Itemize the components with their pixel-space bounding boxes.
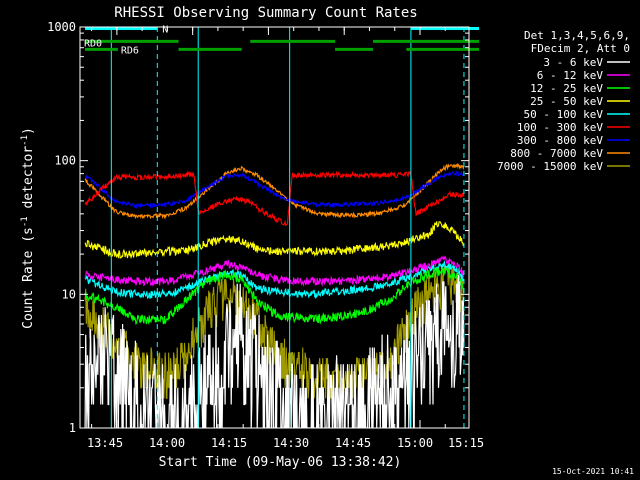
y-tick-label: 100 <box>54 154 76 168</box>
series-line-50-100-kev <box>84 260 465 300</box>
x-tick-label: 14:45 <box>335 436 371 450</box>
y-axis-label: Count Rate (s-1 detector-1) <box>20 127 36 329</box>
series-line-6-12-kev <box>84 255 465 287</box>
legend-label: 25 - 50 keV <box>530 95 603 108</box>
y-axis-label-exponent-2: -1 <box>20 135 30 146</box>
legend-label: 300 - 800 keV <box>517 134 603 147</box>
y-tick-label: 1000 <box>47 20 76 34</box>
series-layer <box>84 162 465 428</box>
x-tick-label: 14:15 <box>211 436 247 450</box>
legend-label: 3 - 6 keV <box>543 56 603 69</box>
footer-timestamp: 15-Oct-2021 10:41 <box>552 467 634 476</box>
legend-label: 50 - 100 keV <box>524 108 604 121</box>
legend-header-line-1: Det 1,3,4,5,6,9, <box>524 29 630 42</box>
plot-frame <box>79 26 470 429</box>
flag-label-rd0: RD0 <box>84 38 102 49</box>
flag-label-n: N <box>162 24 168 35</box>
x-tick-label: 15:15 <box>448 436 484 450</box>
series-line-25-50-kev <box>84 221 465 260</box>
y-tick-label: 10 <box>62 287 76 301</box>
legend-label: 100 - 300 keV <box>517 121 603 134</box>
x-axis-label: Start Time (09-May-06 13:38:42) <box>159 455 402 470</box>
legend-header-line-2: FDecim 2, Att 0 <box>531 42 630 55</box>
legend-label: 800 - 7000 keV <box>510 147 603 160</box>
series-line-800-7000-kev <box>84 162 465 220</box>
flag-label-rd6: RD6 <box>121 45 139 56</box>
x-tick-label: 14:00 <box>149 436 185 450</box>
chart-title: RHESSI Observing Summary Count Rates <box>114 5 417 21</box>
legend-label: 6 - 12 keV <box>537 69 604 82</box>
series-line-300-800-kev <box>84 169 465 210</box>
legend-label: 7000 - 15000 keV <box>497 160 603 173</box>
series-line-100-300-kev <box>84 170 465 227</box>
y-tick-label: 1 <box>69 421 76 435</box>
legend-label: 12 - 25 keV <box>530 82 603 95</box>
series-line-12-25-kev <box>84 267 465 326</box>
y-axis-label-exponent-1: -1 <box>20 216 30 227</box>
axes: 1 10 100 1000 13:45 14:00 14:15 14:30 14:45 15:00… <box>47 20 484 450</box>
x-tick-label: 15:00 <box>397 436 433 450</box>
x-tick-label: 13:45 <box>87 436 123 450</box>
plot-area: N RD0 RD6 <box>84 24 480 428</box>
x-tick-label: 14:30 <box>273 436 309 450</box>
series-line-3-6-kev <box>84 274 465 428</box>
